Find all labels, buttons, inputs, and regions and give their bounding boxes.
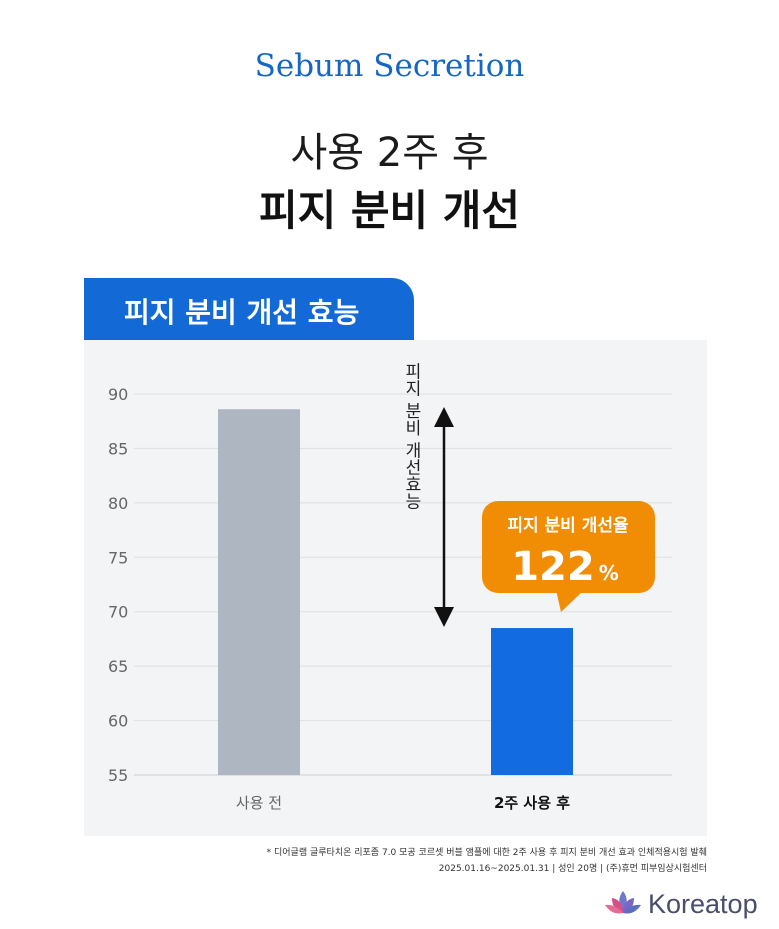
eyebrow-title: Sebum Secretion xyxy=(254,48,525,84)
panel-tab-label: 피지 분비 개선 효능 xyxy=(124,296,360,329)
footnote-line1: * 디어글램 글루타치온 리포좀 7.0 모공 코르셋 버블 앰플에 대한 2주… xyxy=(266,848,707,858)
arrow-label: 피지 분비 개선효능 xyxy=(401,363,421,510)
x-tick-label: 2주 사용 후 xyxy=(494,794,570,812)
lotus-icon xyxy=(605,891,641,914)
headline-line1: 사용 2주 후 xyxy=(290,130,489,176)
y-tick-label: 60 xyxy=(108,712,128,731)
effect-arrow xyxy=(434,407,454,627)
callout-bubble xyxy=(482,501,655,612)
y-tick-label: 65 xyxy=(108,657,128,676)
y-tick-label: 85 xyxy=(108,439,128,458)
y-tick-label: 70 xyxy=(108,603,128,622)
y-tick-label: 75 xyxy=(108,548,128,567)
panel-tab xyxy=(84,278,414,340)
y-tick-label: 90 xyxy=(108,385,128,404)
bar xyxy=(218,409,300,775)
x-tick-labels: 사용 전 2주 사용 후 xyxy=(236,794,570,812)
y-tick-label: 80 xyxy=(108,494,128,513)
y-tick-label: 55 xyxy=(108,766,128,785)
brand-name: Koreatop xyxy=(648,888,758,919)
bar xyxy=(491,628,573,775)
y-tick-labels: 90 85 80 75 70 65 60 55 xyxy=(108,385,128,785)
callout-title: 피지 분비 개선율 xyxy=(507,516,629,536)
headline-line2: 피지 분비 개선 xyxy=(258,186,521,235)
callout-value: 122% xyxy=(511,544,619,590)
x-tick-label: 사용 전 xyxy=(236,794,282,812)
bars xyxy=(218,409,573,775)
brand-logo: Koreatop xyxy=(604,886,758,922)
footnote-line2: 2025.01.16~2025.01.31 | 성인 20명 | (주)휴먼 피… xyxy=(438,864,707,874)
